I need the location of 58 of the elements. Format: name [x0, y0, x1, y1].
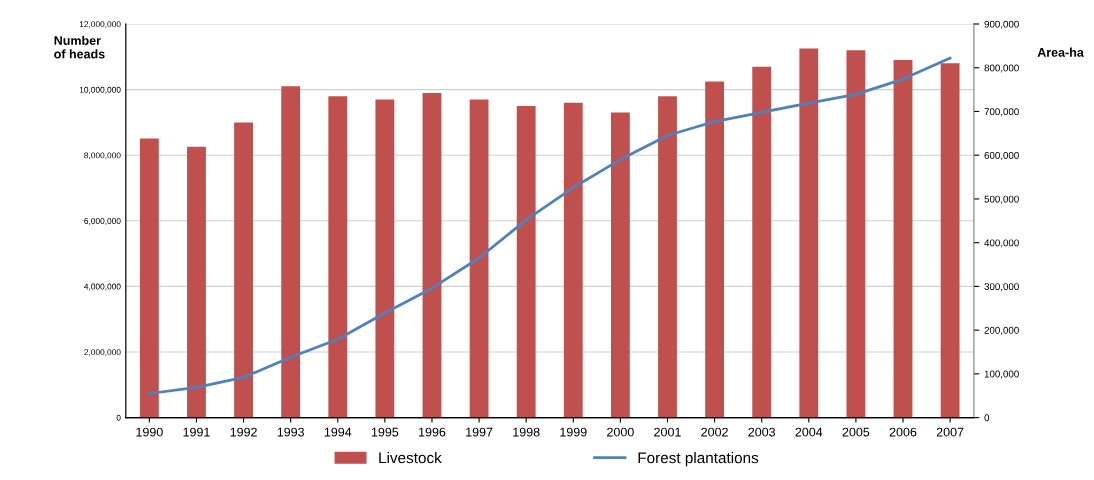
- bar: [375, 99, 395, 418]
- bar: [940, 63, 960, 418]
- y2-tick-label: 200,000: [984, 326, 1019, 335]
- line-series: [147, 56, 952, 395]
- x-tick-label: 2004: [795, 427, 823, 437]
- x-tick-label: 1996: [419, 427, 446, 437]
- x-tick-label: 1991: [183, 427, 210, 437]
- y2-tick-label: 0: [984, 414, 990, 422]
- y2-axis-title: Area-ha: [1037, 47, 1084, 57]
- bar: [422, 92, 442, 418]
- y-tick-label: 4,000,000: [84, 283, 121, 291]
- bar: [516, 106, 536, 418]
- y2-tick-label: 800,000: [984, 64, 1019, 73]
- y2-tick-label: 300,000: [984, 283, 1019, 292]
- bar: [846, 50, 866, 418]
- y-tick-label: 0: [116, 414, 121, 421]
- y2-tick-label: 100,000: [984, 370, 1019, 379]
- bar: [799, 48, 819, 418]
- x-tick-label: 2006: [889, 427, 917, 437]
- y2-tick-label: 500,000: [984, 195, 1019, 204]
- bar: [705, 81, 725, 418]
- y-tick-label: 6,000,000: [84, 218, 121, 225]
- y2-tick-label: 900,000: [984, 20, 1019, 29]
- y-tick-label: 8,000,000: [84, 152, 121, 160]
- bar: [752, 66, 772, 418]
- bar: [139, 138, 159, 418]
- bar: [893, 60, 913, 418]
- y-tick-label: 10,000,000: [79, 86, 121, 94]
- y2-tick-label: 600,000: [984, 151, 1019, 160]
- bar: [328, 96, 348, 418]
- x-tick-label: 1999: [560, 427, 587, 437]
- x-tick-label: 2007: [936, 427, 964, 437]
- x-tick-label: 1997: [466, 427, 493, 437]
- bar: [658, 96, 677, 418]
- x-tick-label: 1990: [136, 427, 163, 437]
- x-tick-label: 2003: [748, 427, 776, 437]
- bar: [610, 112, 630, 418]
- x-tick-label: 1994: [324, 427, 352, 437]
- x-tick-label: 1992: [230, 427, 257, 437]
- bar: [563, 102, 583, 418]
- x-tick-label: 2002: [701, 427, 728, 437]
- bar: [281, 86, 301, 418]
- x-tick-label: 2000: [607, 427, 634, 437]
- bar: [234, 122, 253, 418]
- y2-tick-label: 700,000: [984, 108, 1019, 117]
- bar: [469, 99, 489, 418]
- y2-tick-label: 400,000: [984, 239, 1019, 248]
- y-axis-title: Number of heads: [54, 35, 105, 59]
- x-tick-label: 2001: [654, 427, 681, 437]
- y-tick-label: 2,000,000: [84, 349, 121, 357]
- x-tick-label: 1995: [371, 427, 399, 437]
- x-tick-label: 1993: [277, 427, 305, 437]
- bar: [187, 146, 206, 418]
- legend-label: Livestock: [379, 452, 442, 464]
- y-tick-label: 12,000,000: [79, 21, 121, 29]
- x-tick-label: 2005: [842, 427, 870, 437]
- legend-label: Forest plantations: [638, 452, 759, 467]
- x-tick-label: 1998: [513, 427, 540, 437]
